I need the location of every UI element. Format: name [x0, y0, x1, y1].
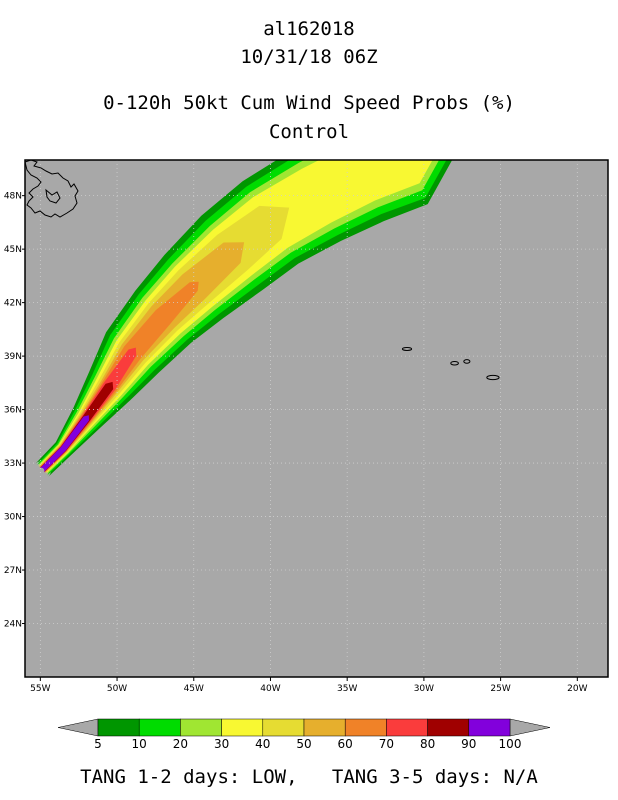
colorbar-swatch: [97, 718, 140, 737]
colorbar-label: 20: [173, 737, 188, 751]
colorbar-swatch: [180, 718, 222, 737]
colorbar: 5 10 20 30 40 50 60 70 80 90 100: [57, 718, 551, 751]
map-axes: 55W 50W 45W 40W 35W 30W 25W 20W 48N 45N 42N 39N 36N 3…: [4, 192, 588, 694]
tang35-label: TANG 3-5 days:: [331, 766, 493, 788]
colorbar-label: 40: [255, 737, 270, 751]
lat-tick-label: 39N: [4, 352, 22, 362]
colorbar-left-arrow: [57, 718, 99, 737]
lon-tick-label: 30W: [414, 684, 434, 694]
colorbar-label: 5: [94, 737, 102, 751]
colorbar-swatch: [221, 718, 264, 737]
colorbar-label: 80: [420, 737, 435, 751]
colorbar-swatch: [262, 718, 305, 737]
tang-footer: TANG 1-2 days: LOW, TANG 3-5 days: N/A: [0, 766, 618, 788]
probability-bands: [35, 160, 453, 477]
colorbar-label: 30: [214, 737, 229, 751]
colorbar-swatch: [138, 718, 181, 737]
member-title: Control: [268, 121, 350, 143]
land-outlines: [25, 160, 79, 218]
island-azores-saomiguel: [486, 374, 500, 381]
lat-tick-label: 27N: [4, 566, 22, 576]
newfoundland-coastline: [25, 160, 79, 218]
island-azores-pico: [463, 359, 471, 364]
lat-tick-label: 24N: [4, 620, 22, 630]
colorbar-label: 90: [461, 737, 476, 751]
lon-tick-label: 20W: [567, 684, 587, 694]
colorbar-swatch: [344, 718, 387, 737]
lon-tick-label: 25W: [490, 684, 510, 694]
tang35-value: N/A: [503, 766, 538, 788]
lon-tick-label: 40W: [260, 684, 280, 694]
colorbar-label: 100: [499, 737, 522, 751]
island-azores-flores: [401, 346, 413, 351]
storm-id-title: al162018: [263, 18, 355, 40]
colorbar-swatch: [303, 718, 346, 737]
map-frame: [24, 159, 609, 678]
colorbar-swatch: [427, 718, 470, 737]
lon-tick-label: 35W: [337, 684, 357, 694]
lat-tick-label: 45N: [4, 245, 22, 255]
islands: [401, 346, 500, 381]
colorbar-swatch: [468, 718, 511, 737]
product-title: 0-120h 50kt Cum Wind Speed Probs (%): [103, 92, 515, 114]
island-azores-terceira: [450, 360, 459, 366]
colorbar-right-arrow: [509, 718, 551, 737]
colorbar-label: 10: [132, 737, 147, 751]
probability-band-90: [40, 415, 89, 473]
newfoundland-peninsula: [45, 188, 61, 204]
tang12-label: TANG 1-2 days:: [80, 766, 241, 788]
datetime-title: 10/31/18 06Z: [240, 46, 378, 68]
lon-tick-label: 50W: [107, 684, 127, 694]
lat-tick-label: 42N: [4, 299, 22, 309]
colorbar-label: 60: [338, 737, 353, 751]
colorbar-label: 70: [379, 737, 394, 751]
tang12-value: LOW,: [251, 766, 298, 788]
lat-tick-label: 30N: [4, 513, 22, 523]
lon-tick-label: 45W: [184, 684, 204, 694]
colorbar-swatch: [386, 718, 428, 737]
colorbar-label: 50: [296, 737, 311, 751]
lat-tick-label: 48N: [4, 192, 22, 202]
lat-tick-label: 36N: [4, 406, 22, 416]
lat-tick-label: 33N: [4, 459, 22, 469]
lon-tick-label: 55W: [30, 684, 50, 694]
